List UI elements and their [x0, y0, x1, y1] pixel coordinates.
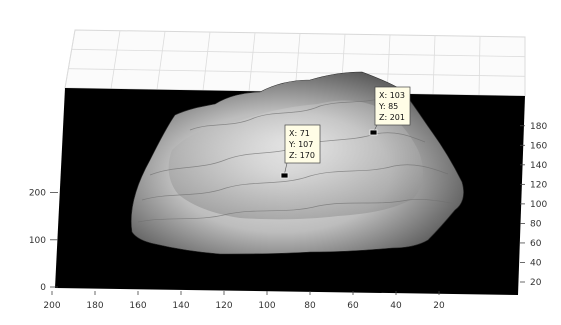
datatip[interactable]: X: 71 Y: 107 Z: 170 [280, 124, 321, 179]
x-tick-label: 140 [172, 301, 189, 311]
datatip-marker [280, 172, 289, 179]
datatip-line: Y: 107 [288, 140, 313, 149]
wall-gridline [156, 31, 166, 90]
datatip-line: X: 103 [379, 91, 405, 100]
datatip[interactable]: X: 103 Y: 85 Z: 201 [369, 86, 411, 136]
datatip-box [284, 124, 321, 164]
datatip-line: Z: 201 [379, 113, 405, 122]
datatip-box [374, 86, 411, 126]
x-tick-label: 60 [347, 301, 359, 311]
datatip-marker [369, 129, 378, 136]
y-axis-ticks: 180 160 140 120 100 80 60 40 20 [520, 122, 547, 288]
x-tick-label: 200 [43, 301, 60, 311]
datatip-line: Z: 170 [289, 151, 315, 160]
y-tick-label: 120 [530, 180, 547, 190]
x-tick-label: 100 [258, 301, 275, 311]
x-tick-label: 160 [129, 301, 146, 311]
x-tick-label: 80 [304, 301, 316, 311]
datatip-line: Y: 85 [378, 102, 398, 111]
y-tick-label: 80 [530, 219, 542, 229]
wall-gridline [110, 30, 121, 89]
z-tick-label: 0 [40, 283, 46, 293]
y-tick-label: 60 [530, 239, 542, 249]
z-axis-ticks: 200 100 0 [29, 189, 58, 293]
surface-ridge [189, 97, 383, 131]
surface-ridge [137, 199, 457, 223]
datatips: X: 103 Y: 85 Z: 201 X: 71 Y: 107 Z: 170 [280, 86, 411, 179]
wall-gridline [68, 68, 526, 77]
wall-gridline [202, 32, 211, 91]
y-tick-label: 100 [530, 200, 547, 210]
x-tick-label: 40 [390, 301, 402, 311]
wall-gridline [432, 35, 436, 95]
wall-gridline [64, 29, 76, 89]
y-tick-label: 140 [530, 161, 547, 171]
datatip-line: X: 71 [289, 129, 310, 138]
surface-ridge [141, 164, 449, 201]
y-tick-label: 20 [530, 278, 542, 288]
z-tick-label: 200 [29, 189, 46, 199]
y-tick-label: 180 [530, 122, 547, 132]
x-tick-label: 120 [215, 301, 232, 311]
x-tick-label: 20 [433, 301, 445, 311]
wall-gridline [71, 48, 526, 58]
wall-gridline [478, 36, 481, 96]
x-axis-ticks: 200 180 160 140 120 100 80 60 40 20 [43, 291, 445, 311]
z-tick-label: 100 [29, 236, 46, 246]
x-tick-label: 180 [86, 301, 103, 311]
wall-gridline [248, 32, 256, 92]
y-tick-label: 40 [530, 258, 542, 268]
y-tick-label: 160 [530, 141, 547, 151]
